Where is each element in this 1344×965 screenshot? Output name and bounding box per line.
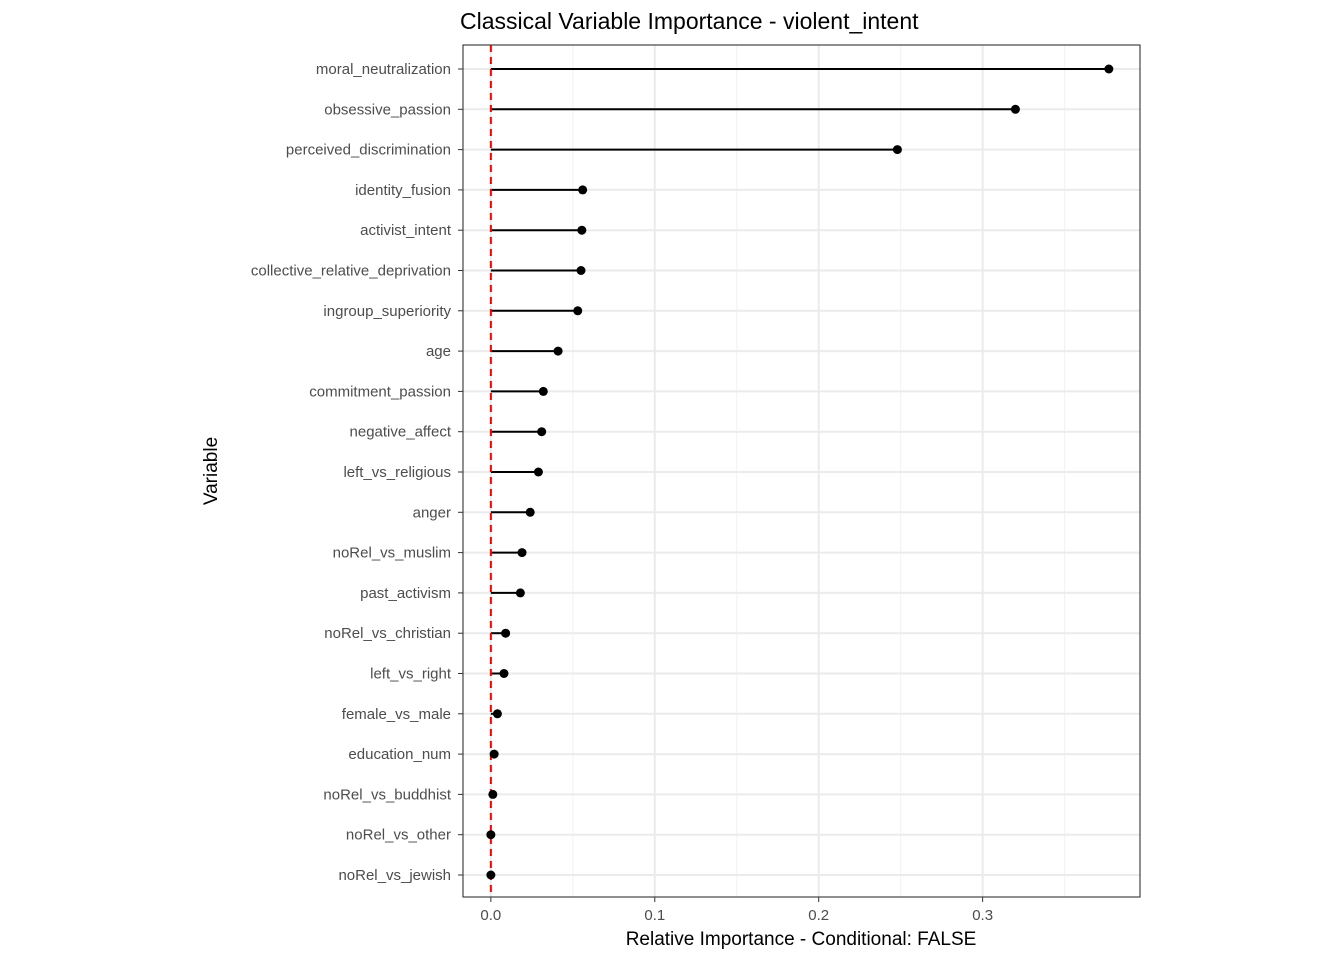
y-tick-label: female_vs_male <box>342 706 451 723</box>
data-point <box>537 427 547 437</box>
y-tick-label: identity_fusion <box>355 182 451 199</box>
data-point <box>576 266 586 275</box>
y-tick-label: moral_neutralization <box>316 61 451 78</box>
data-point <box>486 830 496 840</box>
x-tick-label: 0.3 <box>972 907 993 924</box>
y-tick-label: left_vs_right <box>370 666 452 683</box>
data-point <box>488 789 498 799</box>
data-point <box>892 145 902 155</box>
data-point <box>1104 64 1114 74</box>
x-tick-label: 0.2 <box>808 907 829 924</box>
y-tick-label: commitment_passion <box>309 383 451 400</box>
data-point <box>1010 104 1020 114</box>
y-tick-label: noRel_vs_jewish <box>338 867 451 884</box>
y-tick-label: age <box>426 343 451 360</box>
y-tick-label: obsessive_passion <box>324 101 451 118</box>
data-point <box>578 185 588 195</box>
data-point <box>486 870 496 880</box>
y-tick-label: noRel_vs_other <box>346 827 451 844</box>
y-tick-label: activist_intent <box>360 222 452 239</box>
data-point <box>573 306 583 316</box>
data-point <box>515 588 525 598</box>
x-tick-label: 0.0 <box>480 907 501 924</box>
y-tick-label: anger <box>413 504 451 521</box>
y-axis-title: Variable <box>201 437 222 505</box>
y-tick-label: collective_relative_deprivation <box>251 263 451 280</box>
y-tick-label: left_vs_religious <box>343 464 451 481</box>
data-point <box>538 386 548 396</box>
data-point <box>553 346 563 356</box>
data-point <box>492 709 502 719</box>
y-tick-label: noRel_vs_christian <box>324 625 451 642</box>
data-point <box>517 548 527 558</box>
y-tick-label: noRel_vs_buddhist <box>323 786 451 803</box>
data-point <box>577 225 587 235</box>
data-point <box>525 507 535 517</box>
plot-panel-border <box>462 44 1141 898</box>
y-tick-label: noRel_vs_muslim <box>333 545 451 562</box>
y-tick-label: education_num <box>348 746 451 763</box>
chart-title: Classical Variable Importance - violent_… <box>460 8 919 34</box>
x-axis-title: Relative Importance - Conditional: FALSE <box>626 929 977 950</box>
y-tick-label: past_activism <box>360 585 451 602</box>
y-tick-label: negative_affect <box>350 424 452 441</box>
data-point <box>533 467 543 477</box>
y-tick-label: perceived_discrimination <box>286 142 451 159</box>
y-tick-label: ingroup_superiority <box>323 303 451 320</box>
data-point <box>499 669 509 678</box>
data-point <box>501 628 511 638</box>
data-point <box>489 749 499 759</box>
x-tick-label: 0.1 <box>644 907 665 924</box>
